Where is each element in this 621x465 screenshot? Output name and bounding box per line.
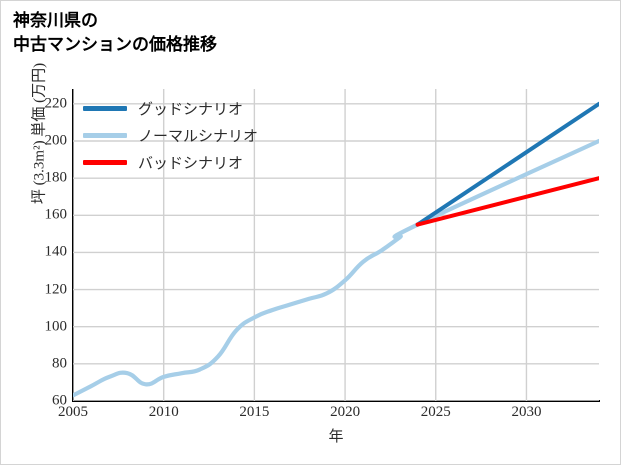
x-tick-label: 2030 [511, 404, 542, 420]
legend-swatch-icon [83, 160, 127, 165]
series-line-3 [415, 176, 599, 227]
series-line-1 [415, 101, 599, 227]
series-lines [73, 101, 599, 398]
y-axis-label: 坪 (3.3m²) 単価 (万円) [31, 62, 48, 205]
x-tick-label: 2015 [239, 404, 270, 420]
y-tick-label: 200 [44, 132, 68, 149]
y-tick-label: 80 [52, 355, 67, 372]
chart-title: 神奈川県の 中古マンションの価格推移 [13, 11, 217, 54]
x-tick-label: 2020 [330, 404, 361, 420]
legend-label: ノーマルシナリオ [138, 129, 259, 145]
legend-label: グッドシナリオ [138, 102, 244, 118]
x-tick-label: 2010 [148, 404, 179, 420]
y-tick-label: 220 [44, 95, 68, 112]
y-tick-label: 160 [44, 206, 68, 223]
chart-legend: グッドシナリオ ノーマルシナリオ バッドシナリオ [79, 93, 262, 178]
legend-swatch-icon [83, 106, 127, 111]
legend-label: バッドシナリオ [138, 156, 244, 172]
x-axis-spine [72, 400, 600, 402]
x-axis-label: 年 [328, 429, 344, 445]
legend-item-1[interactable]: グッドシナリオ [83, 95, 258, 122]
y-tick-label: 100 [44, 318, 68, 335]
x-tick-label: 2005 [58, 404, 88, 420]
chart-canvas [73, 89, 599, 401]
y-tick-label: 140 [44, 243, 68, 260]
legend-swatch-icon [83, 133, 127, 138]
y-tick-label: 180 [44, 169, 68, 186]
plot-area [73, 89, 599, 401]
y-tick-label: 60 [52, 392, 67, 409]
x-tick-label: 2025 [420, 404, 451, 420]
legend-item-2[interactable]: ノーマルシナリオ [83, 122, 258, 149]
y-axis-tick-labels: 60 80 100 120 140 160 180 200 220 [1, 1, 68, 464]
legend-item-3[interactable]: バッドシナリオ [83, 149, 258, 176]
series-line-2 [73, 138, 599, 398]
y-tick-label: 120 [44, 281, 68, 298]
